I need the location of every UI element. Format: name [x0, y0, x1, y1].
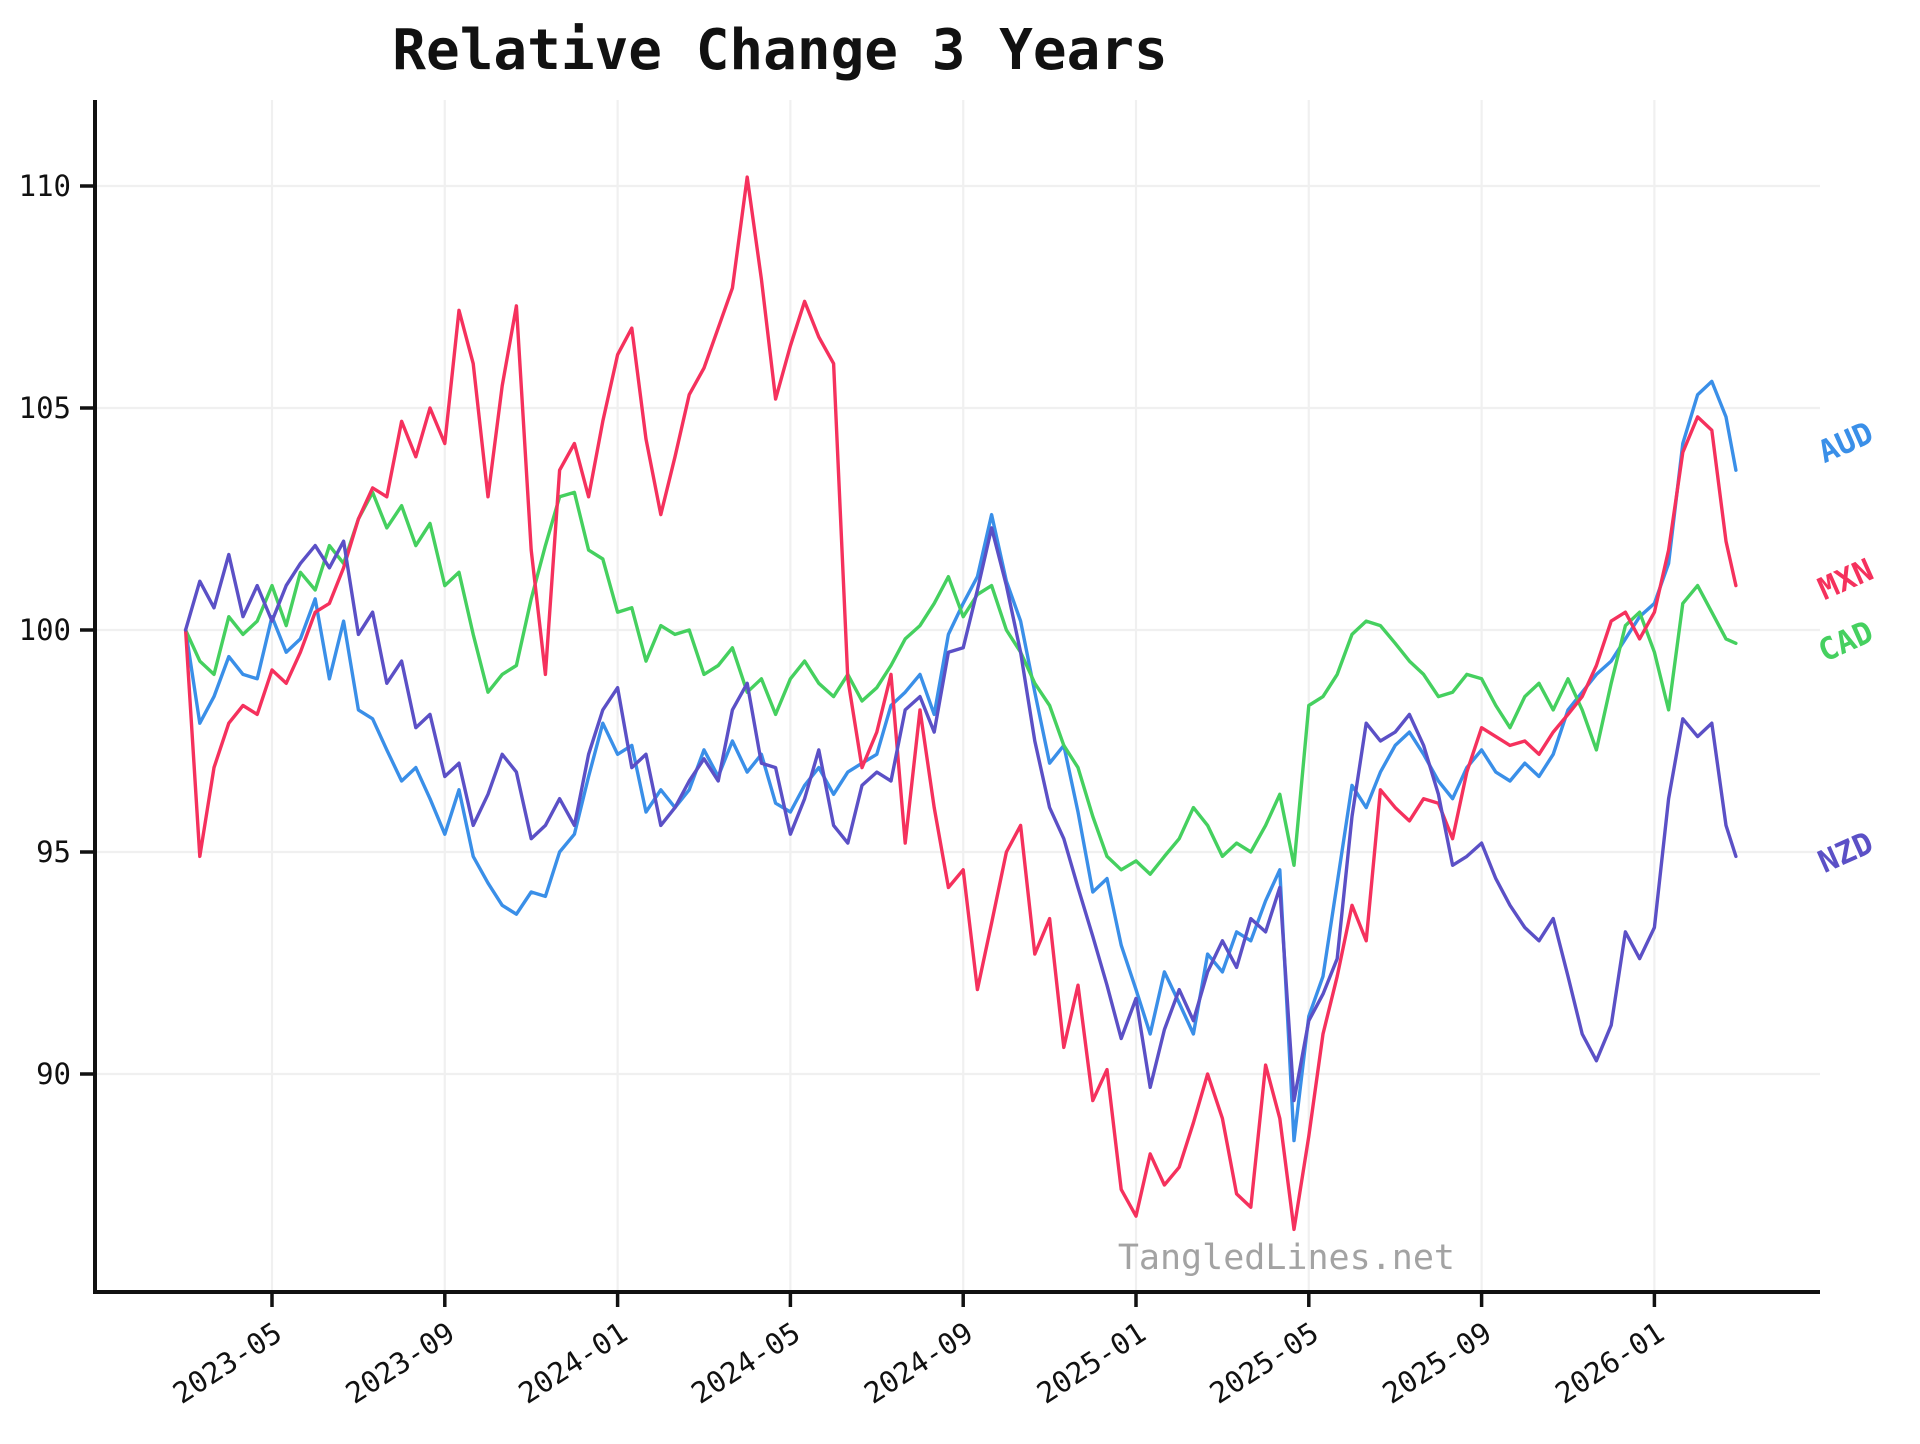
x-tick-label: 2023-09	[340, 1315, 461, 1410]
axes-spines	[93, 100, 1820, 1294]
x-tick-label: 2025-05	[1204, 1315, 1325, 1410]
watermark-text: TangledLines.net	[1117, 1238, 1455, 1278]
x-tick-label: 2026-01	[1549, 1315, 1670, 1410]
series-line-nzd	[183, 526, 1738, 1103]
series-line-aud	[183, 379, 1738, 1143]
series-line-cad	[183, 490, 1738, 876]
legend-label-nzd: NZD	[1813, 825, 1879, 881]
y-tick-label: 110	[19, 169, 71, 203]
chart-title: Relative Change 3 Years	[392, 18, 1168, 83]
y-axis: 90 95 100 105 110	[19, 169, 95, 1091]
x-tick-label: 2024-01	[512, 1315, 633, 1410]
series-line-mxn	[183, 175, 1738, 1232]
x-tick-label: 2024-09	[858, 1315, 979, 1410]
x-tick-label: 2024-05	[685, 1315, 806, 1410]
legend-label-cad: CAD	[1813, 614, 1879, 670]
x-tick-label: 2025-09	[1376, 1315, 1497, 1410]
y-tick-label: 90	[36, 1057, 71, 1091]
x-tick-label: 2023-05	[167, 1315, 288, 1410]
x-axis: 2023-05 2023-09 2024-01 2024-05 2024-09 2025-…	[167, 1292, 1670, 1410]
y-tick-label: 100	[19, 613, 71, 647]
legend-label-mxn: MXN	[1813, 552, 1879, 608]
x-tick-label: 2025-01	[1031, 1315, 1152, 1410]
grid	[95, 100, 1820, 1292]
y-tick-label: 95	[36, 835, 71, 869]
y-tick-label: 105	[19, 391, 71, 425]
legend-label-aud: AUD	[1813, 415, 1879, 471]
